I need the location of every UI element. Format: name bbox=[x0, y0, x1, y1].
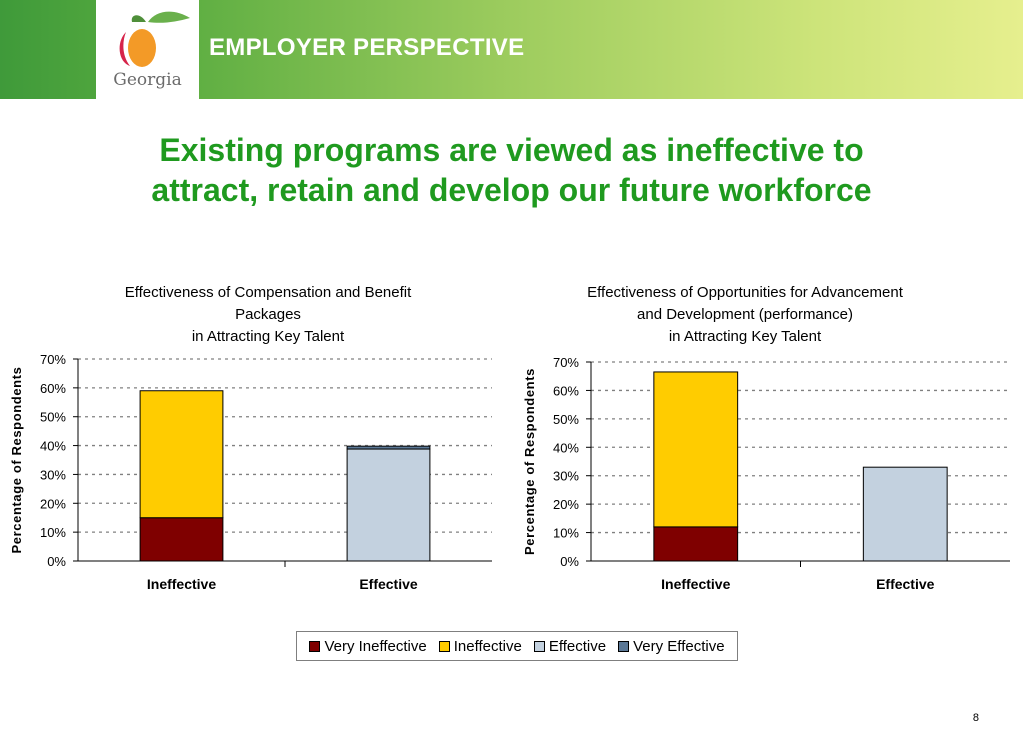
legend-label: Very Effective bbox=[633, 637, 725, 655]
legend-item-very-effective: Very Effective bbox=[618, 637, 725, 655]
section-title: EMPLOYER PERSPECTIVE bbox=[209, 34, 525, 61]
y-tick-label: 70% bbox=[40, 352, 66, 367]
y-tick-label: 30% bbox=[40, 467, 66, 482]
legend-label: Effective bbox=[548, 637, 607, 655]
headline-line-1: Existing programs are viewed as ineffect… bbox=[159, 132, 864, 168]
chart-compensation-benefits: Effectiveness of Compensation and Benefi… bbox=[9, 284, 492, 592]
y-tick-label: 30% bbox=[553, 469, 579, 484]
y-tick-label: 0% bbox=[47, 554, 66, 569]
y-tick-label: 0% bbox=[560, 554, 579, 569]
y-tick-label: 60% bbox=[40, 381, 66, 396]
y-tick-label: 40% bbox=[553, 440, 579, 455]
x-category-label: Ineffective bbox=[147, 576, 216, 592]
peach-icon bbox=[119, 11, 190, 67]
legend-item-effective: Effective bbox=[533, 637, 607, 655]
chart-subtitle: in Attracting Key Talent bbox=[192, 328, 345, 345]
x-category-label: Effective bbox=[876, 576, 935, 592]
chart-title-line: Effectiveness of Compensation and Benefi… bbox=[125, 284, 412, 301]
y-tick-label: 70% bbox=[553, 355, 579, 370]
legend-item-very-ineffective: Very Ineffective bbox=[309, 637, 427, 655]
legend-swatch bbox=[618, 640, 630, 652]
chart-legend: Very Ineffective Ineffective Effective V… bbox=[296, 631, 738, 661]
chart-subtitle: in Attracting Key Talent bbox=[669, 328, 822, 345]
legend-label: Ineffective bbox=[453, 637, 522, 655]
chart-title-line: and Development (performance) bbox=[637, 306, 853, 323]
y-tick-label: 10% bbox=[553, 526, 579, 541]
x-category-label: Ineffective bbox=[661, 576, 730, 592]
bar-segment bbox=[862, 466, 948, 562]
legend-swatch bbox=[309, 640, 321, 652]
bar-segment bbox=[346, 448, 431, 562]
legend-label: Very Ineffective bbox=[324, 637, 427, 655]
georgia-logo: Georgia bbox=[96, 0, 199, 99]
headline-line-2: attract, retain and develop our future w… bbox=[151, 172, 872, 208]
y-tick-label: 40% bbox=[40, 439, 66, 454]
bar-segment bbox=[653, 371, 739, 528]
y-tick-label: 50% bbox=[40, 410, 66, 425]
x-category-label: Effective bbox=[359, 576, 418, 592]
y-tick-label: 50% bbox=[553, 412, 579, 427]
y-tick-label: 10% bbox=[40, 525, 66, 540]
y-tick-label: 20% bbox=[553, 497, 579, 512]
y-tick-label: 20% bbox=[40, 496, 66, 511]
y-axis-title: Percentage of Respondents bbox=[9, 367, 24, 554]
legend-swatch bbox=[533, 640, 545, 652]
bar-segment bbox=[346, 445, 431, 450]
legend-item-ineffective: Ineffective bbox=[438, 637, 522, 655]
chart-advancement-development: Effectiveness of Opportunities for Advan… bbox=[522, 284, 1010, 592]
legend-swatch bbox=[438, 640, 450, 652]
page-number: 8 bbox=[972, 712, 979, 724]
bar-segment bbox=[139, 517, 224, 562]
bar-segment bbox=[653, 526, 739, 562]
logo-text: Georgia bbox=[113, 70, 182, 90]
bar-segment bbox=[139, 390, 224, 519]
chart-title-line: Effectiveness of Opportunities for Advan… bbox=[587, 284, 904, 301]
chart-title-line: Packages bbox=[235, 306, 301, 323]
page-headline: Existing programs are viewed as ineffect… bbox=[0, 130, 1023, 210]
y-tick-label: 60% bbox=[553, 383, 579, 398]
y-axis-title: Percentage of Respondents bbox=[522, 368, 537, 555]
